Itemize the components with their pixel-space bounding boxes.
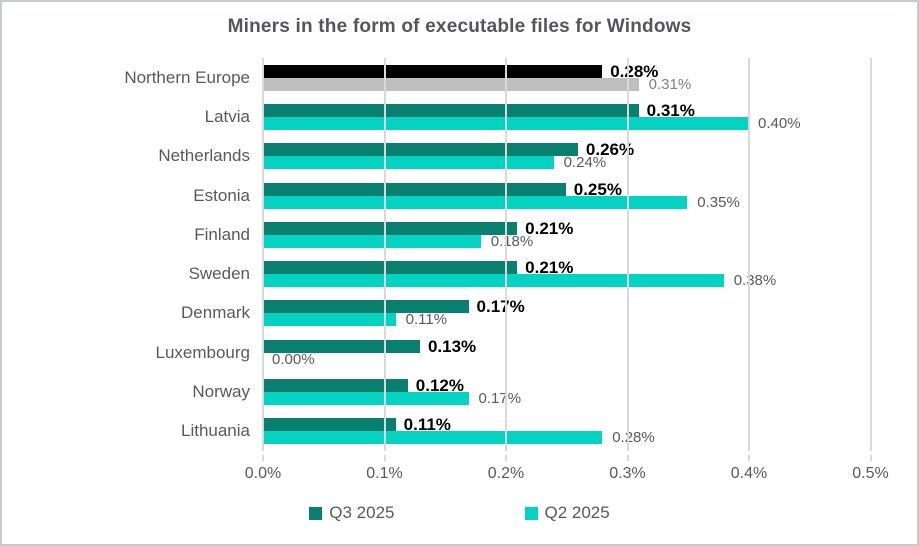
data-label-q3-2025-norway: 0.12% xyxy=(415,376,464,396)
tick-mark-0.4% xyxy=(748,455,750,461)
bar-chart: Northern Europe Latvia Netherlands Estonia F… xyxy=(2,58,917,451)
data-label-q3-2025-latvia: 0.31% xyxy=(646,100,695,120)
bar-q2-2025-lithuania xyxy=(262,431,603,445)
bar-q3-2025-norway xyxy=(262,379,408,393)
row-sweden: 0.21% 0.38% xyxy=(262,254,896,293)
category-label-lithuania: Lithuania xyxy=(180,421,250,441)
row-netherlands: 0.26% 0.24% xyxy=(262,137,896,176)
tick-mark-0.0% xyxy=(262,455,264,461)
category-label-latvia: Latvia xyxy=(204,106,250,126)
bar-q2-2025-denmark xyxy=(262,313,396,327)
legend-swatch-q2-2025 xyxy=(524,506,538,520)
legend-item-q3-2025: Q3 2025 xyxy=(309,503,395,523)
tick-label-0.2%: 0.2% xyxy=(487,465,525,482)
bar-q2-2025-northern-europe xyxy=(262,77,639,91)
category-label-finland: Finland xyxy=(194,224,250,244)
bar-q2-2025-norway xyxy=(262,392,469,406)
bar-q2-2025-finland xyxy=(262,234,481,248)
data-label-q3-2025-denmark: 0.17% xyxy=(476,297,525,317)
row-norway: 0.12% 0.17% xyxy=(262,372,896,411)
plot-area: 0.28% 0.31% 0.31% 0.40% 0.26% 0.24% 0.25% 0.35%… xyxy=(262,58,896,451)
tick-label-0.3%: 0.3% xyxy=(609,465,646,482)
row-northern-europe: 0.28% 0.31% xyxy=(262,58,896,97)
data-label-q2-2025-lithuania: 0.28% xyxy=(612,429,655,447)
row-estonia: 0.25% 0.35% xyxy=(262,176,896,215)
data-label-q2-2025-sweden: 0.38% xyxy=(733,272,777,290)
bar-q3-2025-latvia xyxy=(262,103,639,117)
tick-label-0.5%: 0.5% xyxy=(852,465,889,482)
data-label-q2-2025-luxembourg: 0.00% xyxy=(272,350,315,368)
data-label-q2-2025-netherlands: 0.24% xyxy=(563,154,607,172)
row-lithuania: 0.11% 0.28% xyxy=(262,412,896,451)
category-label-northern-europe: Northern Europe xyxy=(124,67,250,87)
legend: Q3 2025 Q2 2025 xyxy=(2,503,917,523)
gridline-0.4 xyxy=(748,58,750,451)
category-label-netherlands: Netherlands xyxy=(158,146,250,166)
chart-title: Miners in the form of executable files f… xyxy=(227,16,692,37)
category-label-sweden: Sweden xyxy=(188,264,250,284)
tick-label-0.1%: 0.1% xyxy=(366,465,403,482)
bar-q3-2025-northern-europe xyxy=(262,64,603,78)
category-label-denmark: Denmark xyxy=(181,303,250,323)
data-label-q3-2025-sweden: 0.21% xyxy=(525,258,574,278)
data-label-q3-2025-luxembourg: 0.13% xyxy=(427,336,477,356)
y-axis-category-labels: Northern Europe Latvia Netherlands Estonia F… xyxy=(2,58,262,451)
gridline-0.2 xyxy=(505,58,507,451)
bar-q3-2025-finland xyxy=(262,221,518,235)
bar-q3-2025-sweden xyxy=(262,261,518,275)
data-label-q2-2025-norway: 0.17% xyxy=(478,390,522,408)
tick-mark-0.2% xyxy=(505,455,507,461)
legend-label-q2-2025: Q2 2025 xyxy=(544,503,610,522)
tick-mark-0.1% xyxy=(383,455,386,461)
category-label-norway: Norway xyxy=(192,382,250,402)
bar-rows: 0.28% 0.31% 0.31% 0.40% 0.26% 0.24% 0.25% 0.35%… xyxy=(262,58,896,451)
bar-q3-2025-luxembourg xyxy=(262,339,420,353)
legend-label-q3-2025: Q3 2025 xyxy=(329,503,395,522)
data-label-q3-2025-northern-europe: 0.28% xyxy=(610,61,659,81)
tick-label-0.0%: 0.0% xyxy=(244,465,282,482)
category-label-luxembourg: Luxembourg xyxy=(155,342,250,362)
gridline-0.1 xyxy=(383,58,386,451)
data-label-q3-2025-netherlands: 0.26% xyxy=(585,140,635,160)
legend-swatch-q3-2025 xyxy=(309,506,323,520)
data-label-q3-2025-lithuania: 0.11% xyxy=(403,415,451,435)
data-label-q2-2025-latvia: 0.40% xyxy=(758,114,801,132)
row-finland: 0.21% 0.18% xyxy=(262,215,896,254)
row-denmark: 0.17% 0.11% xyxy=(262,294,896,333)
gridline-0.5 xyxy=(869,58,872,451)
gridline-0 xyxy=(262,58,264,451)
row-latvia: 0.31% 0.40% xyxy=(262,97,896,136)
row-luxembourg: 0.13% 0.00% xyxy=(262,333,896,372)
bar-q2-2025-estonia xyxy=(262,195,688,209)
legend-item-q2-2025: Q2 2025 xyxy=(524,503,610,523)
bar-q3-2025-netherlands xyxy=(262,143,578,157)
bar-q3-2025-lithuania xyxy=(262,418,396,432)
data-label-q2-2025-northern-europe: 0.31% xyxy=(648,75,692,93)
gridline-0.3 xyxy=(626,58,629,451)
data-label-q3-2025-estonia: 0.25% xyxy=(573,179,622,199)
category-label-estonia: Estonia xyxy=(193,185,250,205)
tick-label-0.4%: 0.4% xyxy=(730,465,768,482)
data-label-q2-2025-denmark: 0.11% xyxy=(405,311,448,329)
bar-q2-2025-netherlands xyxy=(262,156,554,170)
data-label-q3-2025-finland: 0.21% xyxy=(525,218,574,238)
tick-mark-0.3% xyxy=(626,455,629,461)
tick-mark-0.5% xyxy=(869,455,872,461)
data-label-q2-2025-finland: 0.18% xyxy=(490,232,534,250)
data-label-q2-2025-estonia: 0.35% xyxy=(697,193,740,211)
bar-q3-2025-estonia xyxy=(262,182,566,196)
bar-q2-2025-sweden xyxy=(262,274,724,288)
x-axis: 0.0% 0.1% 0.2% 0.3% 0.4% 0.5% xyxy=(245,455,896,487)
bar-q3-2025-denmark xyxy=(262,300,469,314)
